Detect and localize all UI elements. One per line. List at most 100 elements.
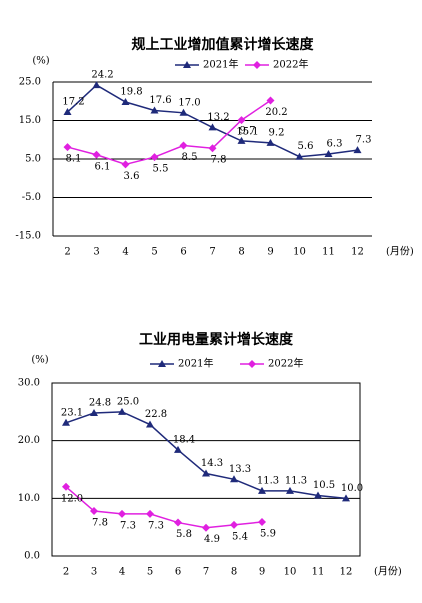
legend-label: 2021年 [203,58,238,71]
y-axis-label: (%) [31,355,48,366]
data-label: 14.3 [201,458,223,469]
data-label: 6.3 [327,138,343,149]
y-tick-label: 20.0 [18,435,40,446]
x-tick-label: 5 [147,567,153,578]
data-label: 17.2 [62,97,84,108]
data-point [92,81,101,89]
data-point [208,144,217,153]
x-tick-label: 10 [293,247,306,258]
data-label: 18.4 [173,434,195,445]
data-label: 7.3 [120,520,136,531]
data-label: 5.6 [298,141,314,152]
data-point [258,486,266,494]
data-label: 23.1 [61,407,83,418]
x-tick-label: 7 [209,247,215,258]
x-tick-label: 7 [203,567,209,578]
data-label: 4.9 [204,534,220,545]
data-point [121,98,130,106]
data-label: 20.2 [265,107,287,118]
data-point [342,494,350,502]
data-point [62,482,70,491]
data-label: 12.0 [61,493,83,504]
x-tick-label: 9 [267,247,273,258]
data-point [121,160,130,169]
data-point [118,509,126,518]
data-label: 7.8 [92,518,108,529]
x-axis-label: (月份) [386,246,414,258]
data-point [63,108,72,116]
y-tick-label: 25.0 [19,77,41,88]
data-label: 5.8 [176,529,192,540]
y-tick-label: 30.0 [18,378,40,389]
data-point [237,136,246,144]
data-point [295,152,304,160]
data-label: 5.9 [260,528,276,539]
x-tick-label: 12 [340,567,353,578]
x-tick-label: 5 [151,247,157,258]
x-tick-label: 12 [351,247,364,258]
data-label: 17.6 [149,95,171,106]
legend-marker [248,360,256,368]
data-point [237,116,246,125]
chart-title: 规上工业增加值累计增长速度 [132,36,315,53]
data-label: 15.1 [236,127,258,138]
data-label: 11.3 [257,475,279,486]
data-label: 9.2 [269,127,285,138]
y-tick-label: -15.0 [15,231,41,242]
data-label: 8.5 [182,152,198,163]
data-point [314,491,322,499]
data-label: 7.3 [148,520,164,531]
x-tick-label: 2 [64,247,70,258]
data-point [174,518,182,527]
data-label: 7.8 [211,155,227,166]
data-point [150,153,159,162]
legend-label: 2021年 [178,357,213,370]
data-label: 7.3 [356,135,372,146]
legend-marker [253,61,261,69]
plot-frame [51,382,361,557]
data-point [202,523,210,532]
series-line [65,486,263,529]
y-axis-label: (%) [32,56,49,67]
x-tick-label: 3 [91,567,97,578]
y-tick-label: 5.0 [25,154,41,165]
data-point [90,408,98,416]
data-label: 17.0 [178,97,200,108]
data-label: 10.5 [313,480,335,491]
legend-label: 2022年 [273,58,308,71]
data-label: 10.0 [341,483,363,494]
data-point [266,96,275,105]
y-tick-label: 15.0 [19,115,41,126]
data-point [286,486,294,494]
x-tick-label: 2 [63,567,69,578]
data-point [118,407,126,415]
data-point [202,469,210,477]
data-point [62,418,70,426]
data-label: 13.2 [207,112,229,123]
x-tick-label: 3 [93,247,99,258]
x-tick-label: 6 [175,567,181,578]
data-label: 3.6 [124,171,140,182]
data-point [179,141,188,150]
x-tick-label: 11 [312,567,325,578]
x-tick-label: 6 [180,247,186,258]
chart-title: 工业用电量累计增长速度 [139,331,294,348]
data-point [150,106,159,114]
data-label: 6.1 [95,161,111,172]
data-label: 11.3 [285,475,307,486]
legend-marker [183,61,191,68]
data-label: 13.3 [229,464,251,475]
data-label: 5.5 [153,164,169,175]
data-point [146,509,154,518]
data-point [258,517,266,526]
data-label: 24.8 [89,397,111,408]
data-label: 9.7 [240,125,256,136]
x-tick-label: 10 [284,567,297,578]
legend-label: 2022年 [268,357,303,370]
y-tick-label: -5.0 [22,192,41,203]
y-tick-label: 0.0 [24,551,40,562]
data-point [230,475,238,483]
x-tick-label: 11 [322,247,335,258]
